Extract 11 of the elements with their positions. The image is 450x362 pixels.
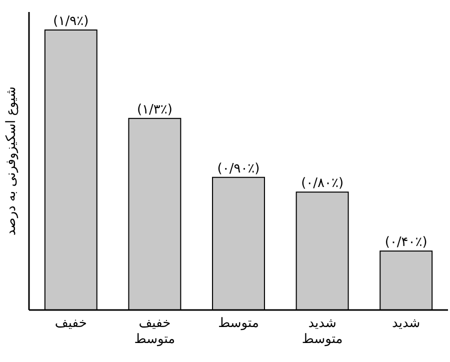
data-label: (۱/۳٪) — [136, 102, 172, 118]
x-tick-label: شدید متوسط — [300, 316, 344, 348]
x-tick-label: خفیف — [54, 316, 88, 332]
data-label: (۰/۴۰٪) — [384, 235, 428, 250]
x-tick-label: خفیف متوسط — [133, 316, 176, 348]
y-axis-title: شیوع اسکیزوفرنی به درصد — [4, 86, 19, 236]
data-label: (۰/۸۰٪) — [301, 176, 344, 192]
x-tick-label: متوسط — [217, 316, 260, 332]
x-tick-label: شدید — [391, 316, 422, 332]
data-label: (۱/۹٪) — [53, 14, 89, 29]
data-label: (۰/۹۰٪) — [217, 161, 260, 176]
